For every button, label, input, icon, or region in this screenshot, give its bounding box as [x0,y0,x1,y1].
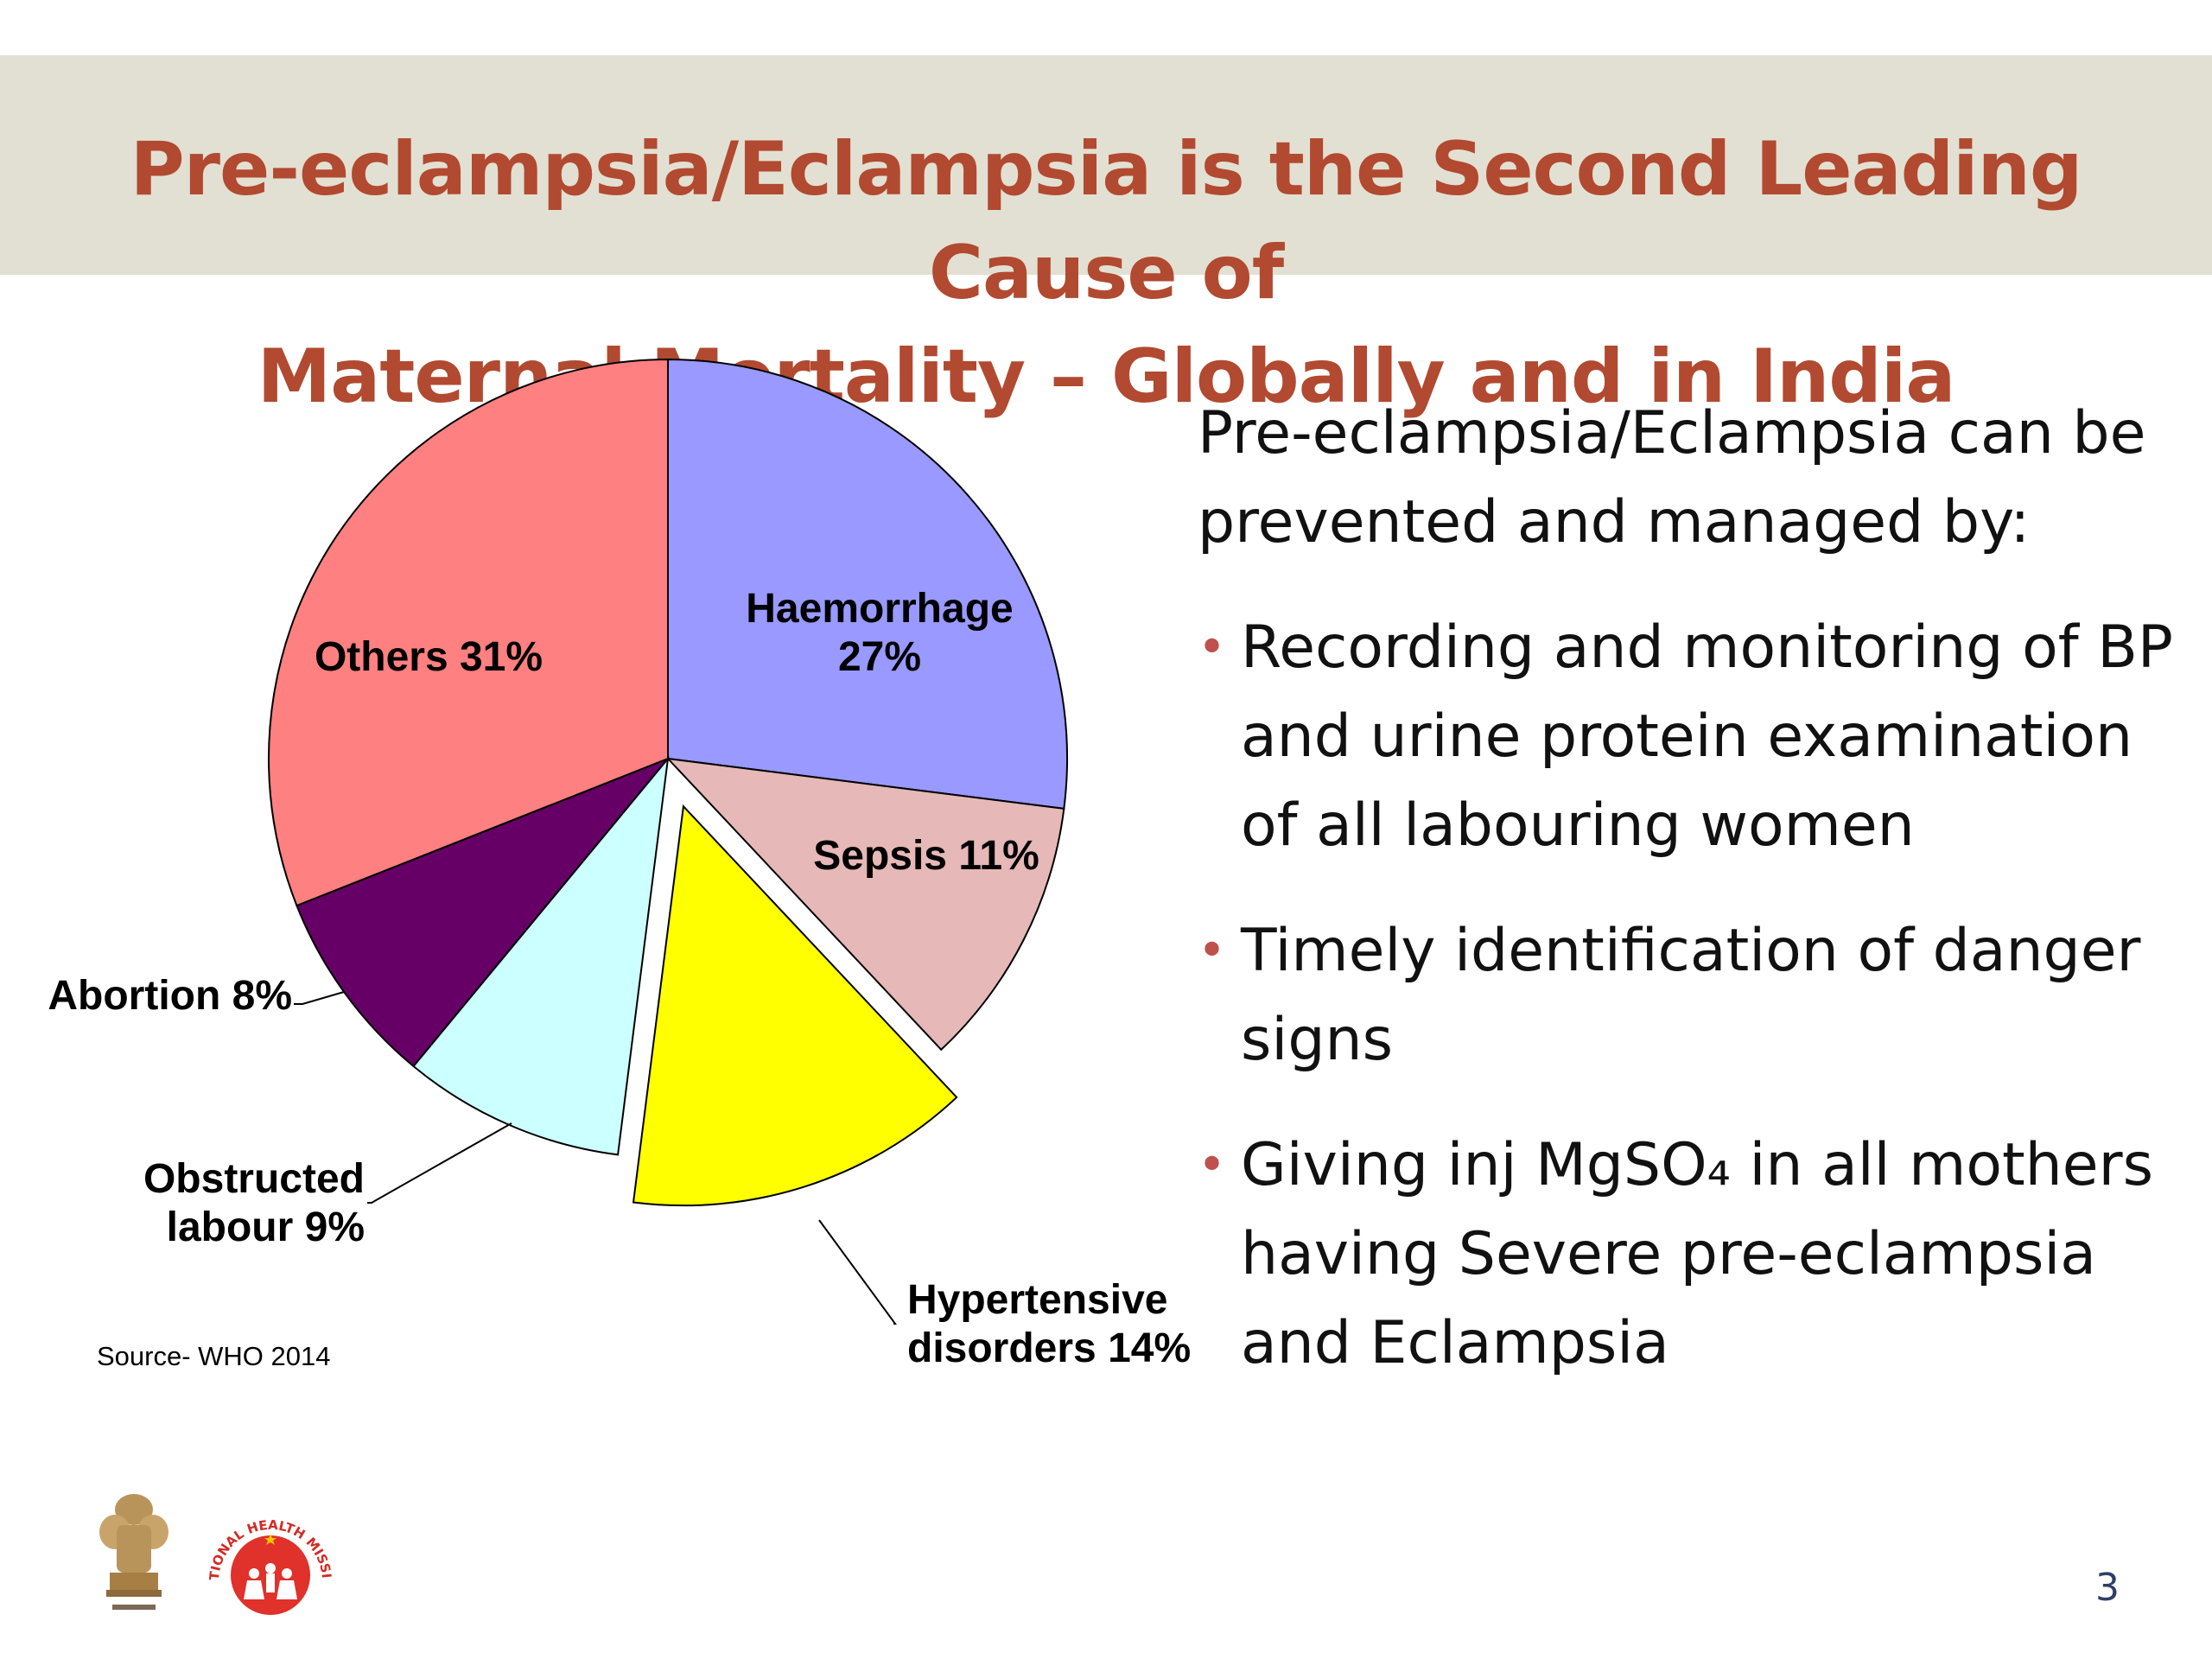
bullet-icon: • [1198,1137,1227,1193]
bullet-text: Giving inj MgSO₄ in all mothers having S… [1241,1131,2153,1377]
cause-of-death-pie-chart: Haemorrhage 27% Sepsis 11% Hypertensive diso… [48,358,1191,1371]
pie-slice-others [268,358,669,907]
title-band [0,55,2212,275]
leader-line-abortion [294,991,345,1005]
national-emblem-logo [99,1494,168,1610]
slice-label-others: Others 31% [315,634,543,680]
list-item: • Giving inj MgSO₄ in all mothers having … [1198,1121,2191,1388]
prevention-text: Pre-eclampsia/Eclampsia can be prevented… [1198,389,2191,1424]
pie-slice-sepsis [665,757,1065,1052]
slice-label-obstructed-labour: Obstructed labour 9% [143,1156,365,1250]
list-item: • Timely identification of danger signs [1198,906,2191,1084]
bullet-icon: • [1198,923,1227,979]
bullet-text: Timely identification of danger signs [1241,917,2141,1074]
page-number: 3 [2095,1566,2120,1610]
bullet-icon: • [1198,620,1227,676]
slice-label-sepsis: Sepsis 11% [813,833,1039,879]
pie-slice-haemorrhage [667,358,1068,810]
pie-slice-abortion [296,758,669,1068]
leader-line-obstructed-labour [367,1122,512,1204]
pie-slice-hypertensive-disorders [632,804,958,1207]
slide-title-line-1: Pre-eclampsia/Eclampsia is the Second Le… [130,125,2083,316]
source-note: Source- WHO 2014 [97,1341,331,1371]
list-item: • Recording and monitoring of BP and urin… [1198,603,2191,870]
slice-label-haemorrhage: Haemorrhage 27% [746,586,1013,680]
nhm-logo: NATIONAL HEALTH MISSION [197,1499,334,1615]
slice-label-abortion: Abortion 8% [48,973,292,1019]
slice-label-hypertensive-disorders: Hypertensive disorders 14% [907,1277,1191,1371]
leader-line-hypertensive-disorders [818,1219,897,1325]
bullet-text: Recording and monitoring of BP and urine… [1241,613,2173,860]
intro-text: Pre-eclampsia/Eclampsia can be prevented… [1198,399,2146,556]
prevention-list: • Recording and monitoring of BP and urin… [1198,603,2191,1388]
